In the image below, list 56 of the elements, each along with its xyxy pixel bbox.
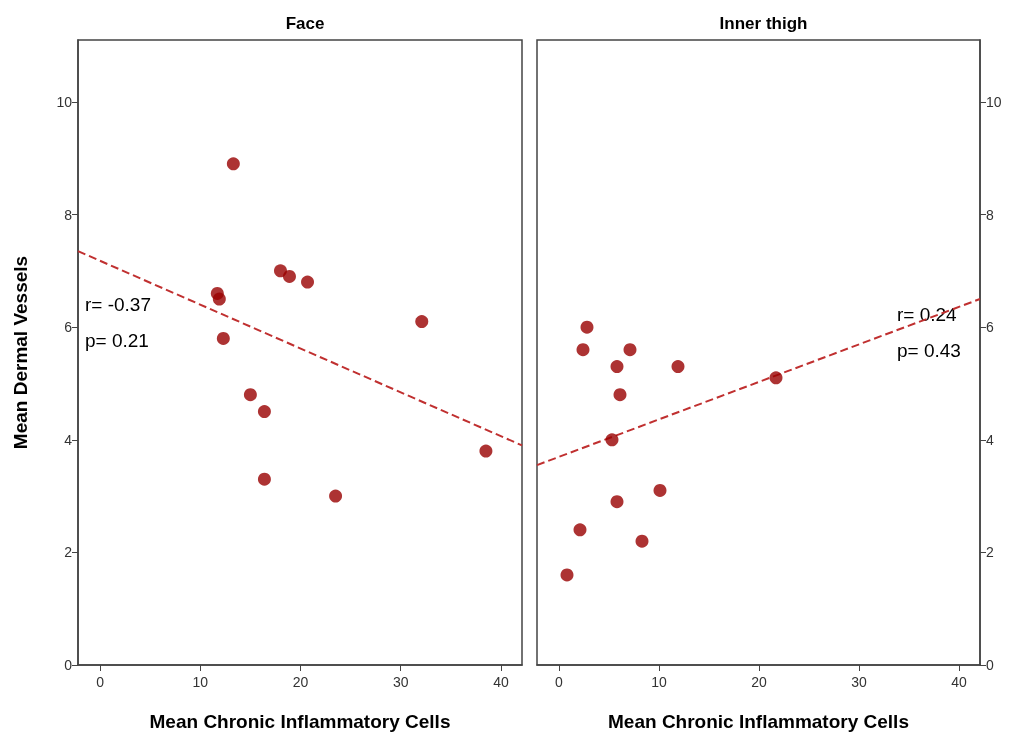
y-tick-label: 4: [64, 431, 73, 448]
x-tick-label: 10: [192, 674, 209, 690]
point: [216, 331, 230, 345]
chart-title: Inner thigh: [719, 14, 808, 33]
annotation: p= 0.21: [85, 330, 149, 351]
point: [243, 388, 257, 402]
point: [257, 472, 271, 486]
point: [301, 275, 315, 289]
point: [635, 534, 649, 548]
annotation: r= 0.24: [897, 304, 958, 325]
point: [226, 157, 240, 171]
point: [623, 343, 637, 357]
x-axis-title: Mean Chronic Inflammatory Cells: [608, 711, 909, 732]
chart-title: Face: [285, 14, 325, 33]
x-tick-label: 20: [292, 674, 309, 690]
point: [273, 264, 287, 278]
x-tick-label: 30: [392, 674, 409, 690]
y-tick-label: 2: [986, 544, 994, 561]
y-tick-label: 10: [56, 93, 73, 110]
x-tick-label: 0: [96, 674, 105, 690]
point: [560, 568, 574, 582]
point: [212, 292, 226, 306]
x-tick-label: 40: [951, 674, 967, 690]
point: [605, 433, 619, 447]
point: [610, 360, 624, 374]
y-tick-label: 8: [64, 206, 73, 223]
point: [257, 405, 271, 419]
y-tick-label: 8: [986, 206, 994, 223]
point: [329, 489, 343, 503]
point: [613, 388, 627, 402]
y-tick-label: 6: [986, 319, 994, 336]
y-tick-label: 4: [986, 431, 994, 448]
y-tick-label: 0: [986, 657, 994, 673]
point: [576, 343, 590, 357]
point: [610, 495, 624, 509]
point: [282, 269, 296, 283]
y-axis-title: Mean Dermal Vessels: [10, 255, 31, 450]
y-tick-label: 6: [64, 319, 73, 336]
x-tick-label: 10: [651, 674, 667, 690]
point: [580, 320, 594, 334]
x-tick-label: 40: [493, 674, 509, 690]
y-tick-label: 2: [64, 544, 73, 561]
point: [769, 371, 783, 385]
annotation: r= -0.37: [85, 294, 152, 315]
point: [671, 360, 685, 374]
point: [415, 315, 429, 329]
y-tick-label: 10: [986, 93, 1002, 110]
annotation: p= 0.43: [897, 340, 961, 361]
point: [573, 523, 587, 537]
x-axis-title: Mean Chronic Inflammatory Cells: [149, 711, 451, 732]
point: [653, 483, 667, 497]
point: [479, 444, 493, 458]
x-tick-label: 30: [851, 674, 867, 690]
y-tick-label: 0: [64, 657, 73, 673]
x-tick-label: 20: [751, 674, 767, 690]
x-tick-label: 0: [555, 674, 564, 690]
